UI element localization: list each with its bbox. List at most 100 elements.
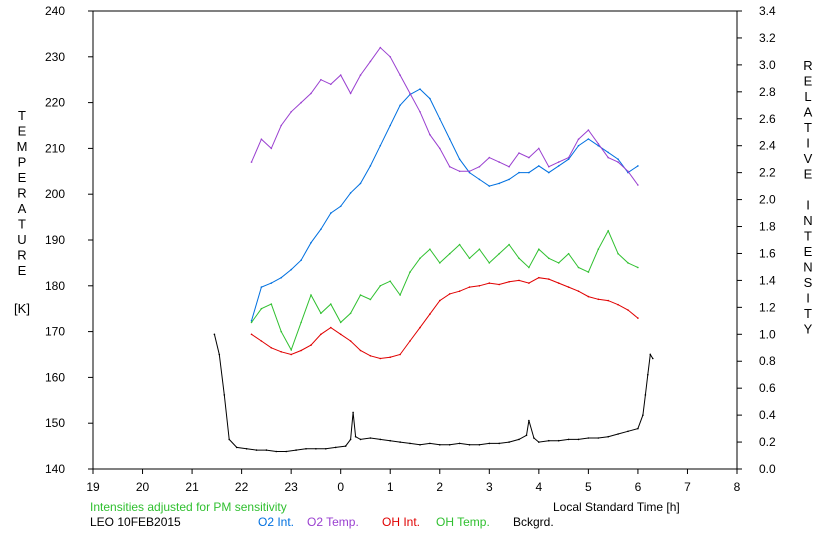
data-point-oh_temp — [587, 271, 590, 273]
right-axis-title-letter: V — [804, 151, 813, 166]
data-point-o2_temp — [587, 129, 590, 131]
data-point-bckgrd — [245, 448, 248, 450]
x-tick-label: 6 — [635, 480, 642, 494]
data-point-o2_temp — [488, 156, 491, 159]
data-point-bckgrd — [525, 434, 528, 437]
data-point-oh_temp — [330, 303, 332, 305]
data-point-bckgrd — [349, 438, 352, 441]
data-point-oh_int — [468, 286, 471, 288]
x-tick-label: 7 — [684, 480, 691, 494]
data-point-o2_temp — [548, 165, 550, 168]
y-right-tick-label: 2.2 — [759, 166, 776, 180]
data-point-o2_int — [557, 165, 560, 167]
data-point-oh_temp — [389, 280, 392, 283]
data-point-o2_int — [637, 165, 639, 167]
data-point-oh_int — [548, 278, 550, 280]
data-point-oh_temp — [409, 271, 411, 273]
y-right-tick-label: 1.6 — [759, 246, 776, 260]
left-axis-title-letter: P — [18, 155, 27, 170]
right-axis-title-letter: N — [803, 213, 812, 228]
data-point-oh_int — [320, 333, 322, 336]
left-axis-title-letter: T — [18, 108, 26, 123]
data-point-bckgrd — [334, 446, 337, 449]
data-point-bckgrd — [652, 357, 654, 360]
right-axis-title-letter: T — [804, 120, 812, 135]
data-point-o2_temp — [448, 165, 451, 168]
data-point-bckgrd — [235, 446, 238, 449]
data-point-o2_int — [310, 241, 312, 244]
data-point-bckgrd — [627, 430, 629, 433]
data-point-bckgrd — [528, 419, 530, 422]
data-point-o2_int — [320, 228, 322, 230]
data-point-o2_int — [260, 286, 263, 288]
left-axis-title-letter: T — [18, 217, 26, 232]
data-point-bckgrd — [379, 438, 382, 441]
data-point-o2_temp — [339, 74, 342, 76]
data-point-bckgrd — [597, 437, 600, 439]
data-point-oh_temp — [567, 252, 570, 255]
data-point-oh_int — [399, 353, 401, 356]
data-point-o2_int — [280, 276, 283, 279]
data-point-o2_int — [458, 158, 461, 160]
y-left-tick-label: 200 — [45, 187, 65, 201]
data-point-bckgrd — [228, 438, 230, 441]
data-point-o2_int — [478, 178, 481, 181]
data-point-oh_temp — [548, 257, 550, 260]
data-point-bckgrd — [352, 411, 354, 414]
data-point-oh_int — [419, 326, 421, 329]
data-point-o2_temp — [260, 138, 263, 140]
data-point-oh_temp — [577, 266, 580, 269]
y-left-tick-label: 240 — [45, 4, 65, 18]
legend-o2-temp: O2 Temp. — [307, 515, 359, 529]
data-point-bckgrd — [448, 444, 451, 446]
right-axis-title-letter: R — [803, 58, 812, 73]
data-point-bckgrd — [587, 437, 590, 439]
data-point-oh_int — [448, 293, 451, 295]
y-right-tick-label: 2.0 — [759, 193, 776, 207]
data-point-oh_int — [280, 351, 283, 353]
y-right-tick-label: 3.0 — [759, 58, 776, 72]
legend-bckgrd: Bckgrd. — [513, 515, 554, 529]
data-point-oh_int — [310, 344, 312, 346]
data-point-oh_int — [369, 355, 372, 357]
y-left-tick-label: 150 — [45, 416, 65, 430]
data-point-bckgrd — [344, 445, 347, 447]
data-point-o2_int — [379, 144, 382, 147]
data-point-oh_temp — [399, 294, 401, 296]
data-point-bckgrd — [647, 373, 649, 376]
data-point-o2_int — [448, 138, 451, 140]
right-axis-title-letter: S — [804, 275, 813, 290]
data-point-oh_int — [508, 281, 510, 283]
left-axis-unit: [K] — [14, 301, 30, 316]
data-point-oh_int — [300, 349, 302, 352]
left-axis-title-letter: M — [17, 139, 28, 154]
y-left-tick-label: 160 — [45, 370, 65, 384]
x-tick-label: 2 — [436, 480, 443, 494]
data-point-bckgrd — [538, 441, 540, 443]
x-tick-label: 5 — [585, 480, 592, 494]
data-point-o2_temp — [320, 78, 322, 81]
data-point-bckgrd — [255, 449, 258, 451]
data-point-oh_int — [389, 356, 392, 359]
data-point-oh_temp — [597, 248, 600, 250]
right-axis-title-letter: I — [806, 198, 810, 213]
right-axis-title-letter: T — [804, 306, 812, 321]
data-point-oh_int — [250, 333, 253, 336]
right-axis-title-letter: E — [804, 167, 813, 182]
right-axis-title-letter: E — [804, 244, 813, 259]
data-point-oh_int — [359, 349, 362, 352]
data-point-bckgrd — [478, 444, 481, 446]
data-point-o2_temp — [577, 138, 580, 140]
data-point-oh_int — [349, 340, 352, 342]
data-point-bckgrd — [533, 437, 535, 439]
data-point-oh_temp — [557, 262, 560, 264]
data-point-bckgrd — [508, 441, 510, 443]
data-point-oh_temp — [448, 252, 451, 255]
data-point-bckgrd — [488, 442, 491, 445]
data-point-oh_temp — [349, 312, 352, 315]
data-point-oh_temp — [439, 262, 441, 264]
data-point-oh_temp — [300, 321, 302, 324]
data-point-oh_temp — [518, 257, 520, 260]
series-layer — [213, 46, 654, 453]
data-point-o2_int — [369, 165, 372, 167]
